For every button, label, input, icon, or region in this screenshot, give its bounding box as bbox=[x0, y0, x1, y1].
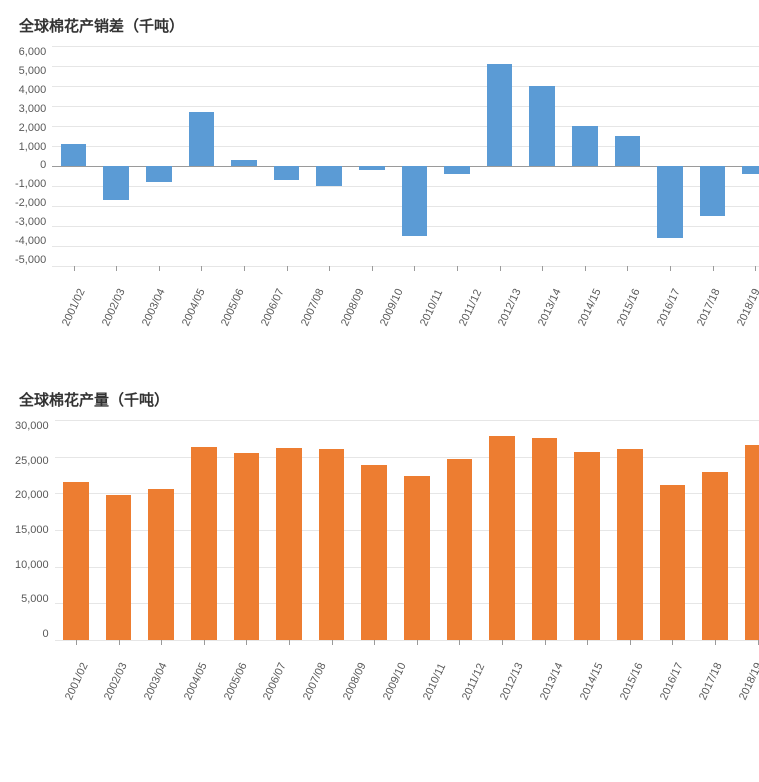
bar-slot bbox=[481, 420, 524, 640]
bar-slot bbox=[396, 420, 439, 640]
y-tick-label: 20,000 bbox=[15, 489, 49, 501]
bar bbox=[529, 86, 555, 166]
bar-slot bbox=[97, 420, 140, 640]
bar bbox=[276, 448, 302, 640]
bar-slot bbox=[223, 46, 266, 266]
y-tick-label: 25,000 bbox=[15, 455, 49, 467]
bar-slot bbox=[521, 46, 564, 266]
y-tick-label: -2,000 bbox=[15, 197, 46, 209]
bar bbox=[702, 472, 728, 640]
chart2-plot: 大地期货 DADI FUTURES 24,73025,612 bbox=[55, 420, 759, 641]
y-tick-label: 15,000 bbox=[15, 524, 49, 536]
bar bbox=[148, 489, 174, 640]
bar-slot bbox=[265, 46, 308, 266]
bar bbox=[402, 166, 428, 236]
bar-slot bbox=[182, 420, 225, 640]
bar-slot bbox=[651, 420, 694, 640]
bar bbox=[189, 112, 215, 166]
bar-slot bbox=[438, 420, 481, 640]
bar-slot bbox=[180, 46, 223, 266]
bar bbox=[489, 436, 515, 640]
chart1-x-axis: 2001/022002/032003/042004/052005/062006/… bbox=[52, 273, 759, 289]
bar bbox=[615, 136, 641, 166]
bar bbox=[617, 449, 643, 640]
y-tick-label: 3,000 bbox=[19, 103, 47, 115]
bar bbox=[231, 160, 257, 166]
bar-slot bbox=[609, 420, 652, 640]
bar bbox=[103, 166, 129, 200]
bar-slot bbox=[308, 46, 351, 266]
bar bbox=[404, 476, 430, 640]
y-tick-label: -1,000 bbox=[15, 178, 46, 190]
chart-production: 全球棉花产量（千吨） 30,000 25,000 20,000 15,000 10,00… bbox=[15, 389, 744, 733]
bar bbox=[361, 465, 387, 640]
chart2-title: 全球棉花产量（千吨） bbox=[19, 389, 744, 410]
y-tick-label: 30,000 bbox=[15, 420, 49, 432]
y-tick-label: -5,000 bbox=[15, 254, 46, 266]
y-tick-label: 10,000 bbox=[15, 559, 49, 571]
chart2-y-axis: 30,000 25,000 20,000 15,000 10,000 5,000 0 bbox=[15, 420, 55, 640]
chart2-x-axis: 2001/022002/032003/042004/052005/062006/… bbox=[55, 647, 759, 663]
bar-slot bbox=[566, 420, 609, 640]
bar bbox=[274, 166, 300, 180]
bar bbox=[63, 482, 89, 640]
bar bbox=[532, 438, 558, 640]
y-tick-label: 0 bbox=[40, 159, 46, 171]
bar bbox=[106, 495, 132, 640]
y-tick-label: 2,000 bbox=[19, 122, 47, 134]
chart1-plot: 大地期货 DADI FUTURES bbox=[52, 46, 759, 267]
y-tick-label: 5,000 bbox=[19, 65, 47, 77]
bar bbox=[700, 166, 726, 216]
bar-slot bbox=[734, 46, 759, 266]
chart-production-sales-diff: 全球棉花产销差（千吨） 6,000 5,000 4,000 3,000 2,000 1,0… bbox=[15, 15, 744, 359]
bar-slot bbox=[691, 46, 734, 266]
bar-slot bbox=[736, 420, 759, 640]
bar-slot bbox=[523, 420, 566, 640]
bar-slot bbox=[95, 46, 138, 266]
bar bbox=[234, 453, 260, 640]
bar-slot bbox=[478, 46, 521, 266]
bar-slot bbox=[393, 46, 436, 266]
y-tick-label: 6,000 bbox=[19, 46, 47, 58]
y-tick-label: 0 bbox=[43, 628, 49, 640]
bar-slot bbox=[55, 420, 98, 640]
chart1-title: 全球棉花产销差（千吨） bbox=[19, 15, 744, 36]
y-tick-label: 1,000 bbox=[19, 141, 47, 153]
bar bbox=[447, 459, 473, 640]
bar bbox=[319, 449, 345, 640]
bar-slot bbox=[436, 46, 479, 266]
chart1-y-axis: 6,000 5,000 4,000 3,000 2,000 1,000 0 -1,000 -2,… bbox=[15, 46, 52, 266]
bar bbox=[316, 166, 342, 186]
bar-slot bbox=[225, 420, 268, 640]
bar-slot bbox=[606, 46, 649, 266]
y-tick-label: -4,000 bbox=[15, 235, 46, 247]
y-tick-label: -3,000 bbox=[15, 216, 46, 228]
bar-slot bbox=[52, 46, 95, 266]
bar bbox=[745, 445, 759, 640]
y-tick-label: 4,000 bbox=[19, 84, 47, 96]
bar bbox=[660, 485, 686, 640]
bar bbox=[574, 452, 600, 640]
bar-slot bbox=[353, 420, 396, 640]
bar bbox=[146, 166, 172, 182]
y-tick-label: 5,000 bbox=[21, 593, 49, 605]
bar-slot bbox=[694, 420, 737, 640]
bar bbox=[191, 447, 217, 640]
bar bbox=[444, 166, 470, 174]
bar bbox=[657, 166, 683, 238]
bar bbox=[572, 126, 598, 166]
bar-slot bbox=[564, 46, 607, 266]
bar-slot bbox=[649, 46, 692, 266]
bar-slot bbox=[140, 420, 183, 640]
bar-slot bbox=[310, 420, 353, 640]
bar bbox=[359, 166, 385, 170]
bar-slot bbox=[268, 420, 311, 640]
bar-slot bbox=[137, 46, 180, 266]
bar bbox=[742, 166, 759, 174]
bar bbox=[487, 64, 513, 166]
bar-slot bbox=[350, 46, 393, 266]
bar bbox=[61, 144, 87, 166]
